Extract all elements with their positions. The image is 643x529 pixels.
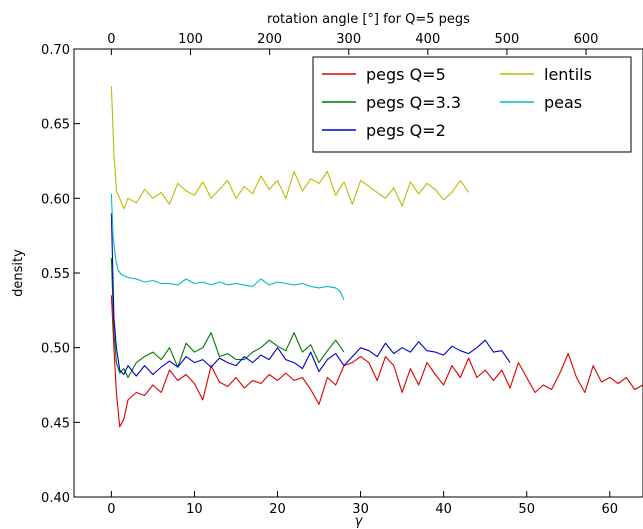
top-tick-label: 400	[415, 32, 440, 47]
legend-label: peas	[544, 93, 582, 112]
legend-label: lentils	[544, 65, 592, 84]
series-line-1	[110, 258, 345, 379]
top-x-axis-label: rotation angle [°] for Q=5 pegs	[267, 12, 470, 27]
top-tick-label: 200	[257, 32, 282, 47]
y-axis-label: density	[11, 249, 26, 297]
top-tick-label: 300	[336, 32, 361, 47]
top-tick-label: 500	[495, 32, 520, 47]
x-axis-label: γ	[355, 514, 364, 529]
series-line-0	[110, 295, 643, 428]
series-line-3	[110, 86, 470, 210]
y-tick-label: 0.45	[41, 416, 70, 431]
plot-lines	[110, 86, 643, 428]
x-tick-label: 30	[352, 502, 369, 517]
top-tick-label: 100	[178, 32, 203, 47]
x-tick-label: 60	[602, 502, 619, 517]
legend-box	[312, 56, 632, 153]
legend-label: pegs Q=3.3	[366, 93, 461, 112]
x-tick-label: 10	[186, 502, 203, 517]
x-tick-label: 40	[435, 502, 452, 517]
x-tick-label: 50	[518, 502, 535, 517]
y-tick-label: 0.40	[41, 491, 70, 506]
y-tick-label: 0.60	[41, 192, 70, 207]
top-tick-label: 600	[574, 32, 599, 47]
x-tick-label: 0	[107, 502, 115, 517]
y-axis: 0.40 0.45 0.50 0.55 0.60 0.65 0.70	[41, 43, 80, 506]
legend-label: pegs Q=5	[366, 65, 446, 84]
series-line-4	[110, 193, 345, 301]
y-tick-label: 0.65	[41, 118, 70, 133]
legend: pegs Q=5 pegs Q=3.3 pegs Q=2 lentils peas	[312, 56, 632, 153]
top-x-axis: 0 100 200 300 400 500 600	[107, 32, 598, 55]
x-tick-label: 20	[269, 502, 286, 517]
top-tick-label: 0	[107, 32, 115, 47]
y-tick-label: 0.55	[41, 267, 70, 282]
legend-label: pegs Q=2	[366, 121, 446, 140]
y-tick-label: 0.70	[41, 43, 70, 58]
y-tick-label: 0.50	[41, 342, 70, 357]
series-line-2	[110, 213, 511, 377]
bottom-x-axis: 0 10 20 30 40 50 60	[107, 491, 618, 517]
